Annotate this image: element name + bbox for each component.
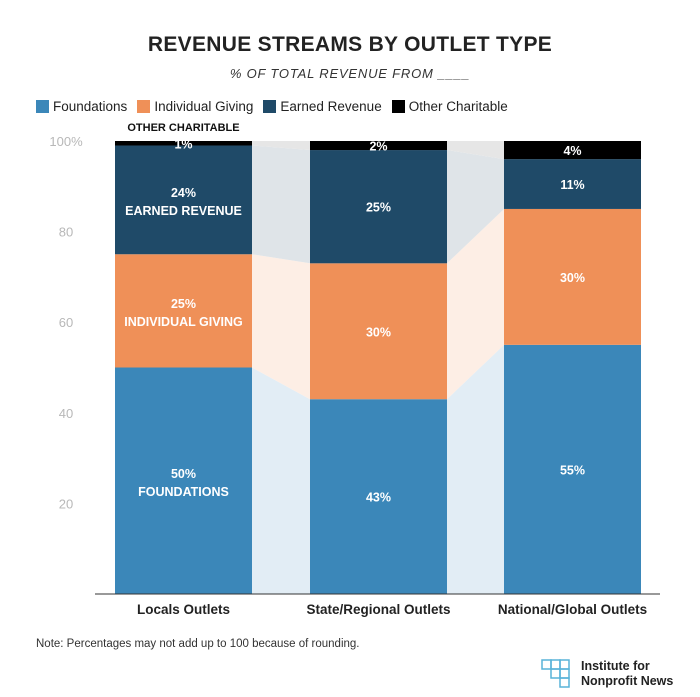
bar-foundations — [310, 399, 447, 594]
data-label: 30% — [366, 325, 391, 339]
legend-label-individual-giving: Individual Giving — [154, 99, 254, 114]
legend-swatch-individual-giving — [137, 100, 151, 113]
legend-swatch-other-charitable — [391, 100, 405, 113]
bar-foundations — [504, 344, 641, 594]
data-label: 25% — [366, 201, 391, 215]
y-tick-label: 80 — [59, 225, 73, 240]
bar-foundations — [115, 367, 252, 594]
bar-other-charitable — [504, 141, 641, 160]
data-label: 43% — [366, 491, 391, 505]
legend-swatch-earned-revenue — [263, 100, 277, 113]
logo-line-2: Nonprofit News — [581, 674, 674, 688]
inn-logo-text: Institute for Nonprofit News — [581, 659, 673, 689]
legend-label-earned-revenue: Earned Revenue — [280, 99, 382, 114]
y-tick-label: 60 — [59, 315, 73, 330]
chart-title: REVENUE STREAMS BY OUTLET TYPE — [147, 33, 553, 56]
connector-earned-revenue — [252, 145, 310, 264]
logo-line-1: Institute for — [581, 659, 650, 673]
bar-earned-revenue — [504, 159, 641, 209]
legend: Foundations Individual Giving Earned Rev… — [36, 99, 518, 114]
connector-earned-revenue — [447, 150, 504, 264]
bar-individual-giving — [310, 263, 447, 400]
data-label: 11% — [560, 178, 584, 192]
inn-logo: Institute for Nonprofit News — [541, 659, 673, 689]
series-annotation-foundations: FOUNDATIONS — [138, 485, 229, 499]
connector-individual-giving — [447, 208, 504, 400]
legend-item-foundations: Foundations — [36, 99, 127, 114]
data-label: 24% — [171, 186, 196, 200]
bar-other-charitable — [310, 141, 447, 151]
series-annotation-other-charitable: OTHER CHARITABLE — [127, 122, 239, 134]
data-label: 2% — [369, 140, 387, 154]
y-tick-label: 100% — [49, 134, 83, 149]
bar-individual-giving — [504, 208, 641, 345]
legend-swatch-foundations — [36, 100, 49, 113]
connector-foundations — [252, 367, 310, 594]
legend-item-earned-revenue: Earned Revenue — [263, 99, 382, 114]
legend-item-individual-giving: Individual Giving — [137, 99, 253, 114]
connector-individual-giving — [252, 254, 310, 400]
inn-logo-icon — [541, 659, 570, 688]
connector-other-charitable — [252, 141, 310, 151]
x-tick-label: State/Regional Outlets — [306, 602, 450, 617]
data-label: 55% — [560, 463, 585, 477]
y-tick-label: 40 — [59, 406, 73, 421]
data-label: 4% — [563, 144, 581, 158]
connector-foundations — [447, 344, 504, 594]
bar-individual-giving — [115, 254, 252, 368]
connector-other-charitable — [447, 141, 504, 160]
data-label: 25% — [171, 297, 196, 311]
x-tick-label: National/Global Outlets — [498, 602, 647, 617]
bar-earned-revenue — [310, 150, 447, 264]
bar-other-charitable — [115, 141, 252, 146]
legend-label-other-charitable: Other Charitable — [408, 99, 508, 114]
x-tick-label: Locals Outlets — [137, 602, 230, 617]
bar-earned-revenue — [115, 145, 252, 255]
footnote: Note: Percentages may not add up to 100 … — [36, 638, 360, 650]
series-annotation-earned-revenue: EARNED REVENUE — [125, 204, 242, 218]
legend-item-other-charitable: Other Charitable — [391, 99, 508, 114]
data-label: 30% — [560, 271, 585, 285]
y-tick-label: 20 — [59, 496, 73, 511]
legend-label-foundations: Foundations — [53, 99, 128, 114]
series-annotation-individual-giving: INDIVIDUAL GIVING — [124, 315, 243, 329]
chart-subtitle: % OF TOTAL REVENUE FROM ____ — [229, 66, 471, 81]
data-label: 50% — [171, 467, 196, 481]
data-label: 1% — [174, 137, 192, 151]
